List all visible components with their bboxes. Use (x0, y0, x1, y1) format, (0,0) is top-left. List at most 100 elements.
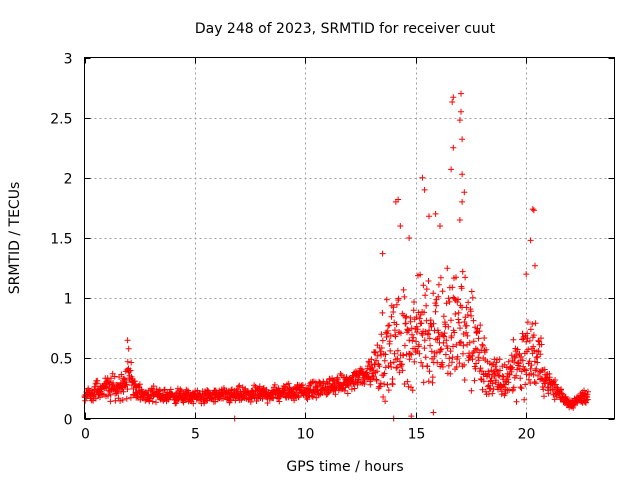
data-point (235, 383, 242, 390)
data-point (285, 380, 292, 387)
data-point (541, 366, 548, 373)
data-point (522, 381, 529, 388)
data-point (411, 358, 418, 365)
data-point (410, 334, 417, 341)
data-point (425, 278, 432, 284)
data-point (475, 335, 482, 342)
data-point (397, 330, 404, 337)
data-point (419, 174, 426, 181)
data-point (479, 342, 486, 349)
data-point (355, 378, 362, 385)
data-point (120, 388, 127, 395)
data-point (403, 313, 410, 320)
data-point (523, 271, 530, 278)
data-point (478, 368, 485, 375)
data-point (527, 326, 534, 333)
grid-lines (84, 57, 615, 419)
data-point (513, 372, 520, 379)
data-point (389, 381, 396, 388)
data-point (440, 313, 447, 320)
x-tick-label: 10 (297, 427, 315, 443)
data-point (393, 301, 400, 308)
data-point (527, 380, 534, 387)
data-point (420, 282, 427, 289)
data-point (110, 380, 117, 386)
data-point (459, 136, 466, 143)
data-point (382, 364, 389, 371)
data-point (397, 223, 404, 229)
data-point (337, 370, 344, 377)
data-point (509, 364, 516, 371)
data-point (379, 309, 386, 316)
data-point (408, 325, 415, 332)
data-point (386, 338, 393, 345)
data-point (503, 364, 510, 371)
data-point (379, 250, 386, 257)
data-point (461, 377, 468, 383)
data-point (92, 395, 99, 402)
data-point (161, 386, 168, 393)
data-point (538, 341, 545, 348)
data-point (455, 316, 462, 323)
data-point (469, 356, 476, 363)
data-point (149, 398, 156, 405)
data-point (91, 383, 98, 390)
data-point (157, 387, 164, 394)
data-point (422, 292, 429, 299)
data-point (407, 318, 414, 325)
data-point (384, 381, 391, 388)
data-point (437, 274, 444, 281)
data-point (383, 296, 390, 303)
y-tick-label: 2 (64, 172, 73, 188)
data-point (407, 350, 413, 357)
data-point (105, 378, 112, 385)
data-point (468, 312, 475, 319)
data-point (481, 335, 488, 341)
data-point (581, 387, 587, 394)
data-point (107, 391, 114, 398)
data-point (518, 385, 525, 392)
data-point (124, 386, 131, 393)
data-point (505, 379, 512, 386)
data-point (332, 391, 339, 398)
data-point (426, 335, 433, 342)
data-point (430, 320, 437, 327)
data-point (431, 353, 438, 360)
data-point (410, 307, 417, 314)
data-point (136, 381, 143, 388)
data-point (373, 377, 380, 384)
chart-title: Day 248 of 2023, SRMTID for receiver cuu… (195, 21, 496, 37)
data-point (477, 365, 484, 372)
data-point (451, 329, 458, 336)
data-point (395, 295, 402, 302)
data-point (414, 326, 421, 333)
data-point (92, 380, 99, 387)
data-point (445, 323, 452, 330)
data-point (274, 394, 280, 401)
data-point (341, 387, 348, 394)
data-point (117, 397, 124, 404)
data-point (499, 388, 505, 395)
data-point (378, 345, 385, 351)
data-point (528, 362, 535, 369)
data-point (461, 319, 468, 325)
data-point (453, 341, 460, 348)
data-point (409, 331, 415, 338)
data-point (526, 337, 533, 344)
data-point (390, 359, 397, 366)
data-point (454, 353, 461, 360)
data-point (447, 348, 454, 355)
data-point (374, 368, 381, 375)
data-point (425, 331, 432, 338)
data-point (299, 382, 306, 388)
data-point (271, 381, 278, 388)
data-point (505, 358, 512, 365)
data-point (426, 368, 433, 375)
data-point (123, 381, 130, 388)
data-point (485, 382, 492, 389)
data-point (388, 364, 395, 370)
data-point (532, 380, 539, 387)
data-point (366, 365, 373, 372)
data-point (376, 363, 383, 370)
y-tick-label: 1 (64, 292, 73, 308)
